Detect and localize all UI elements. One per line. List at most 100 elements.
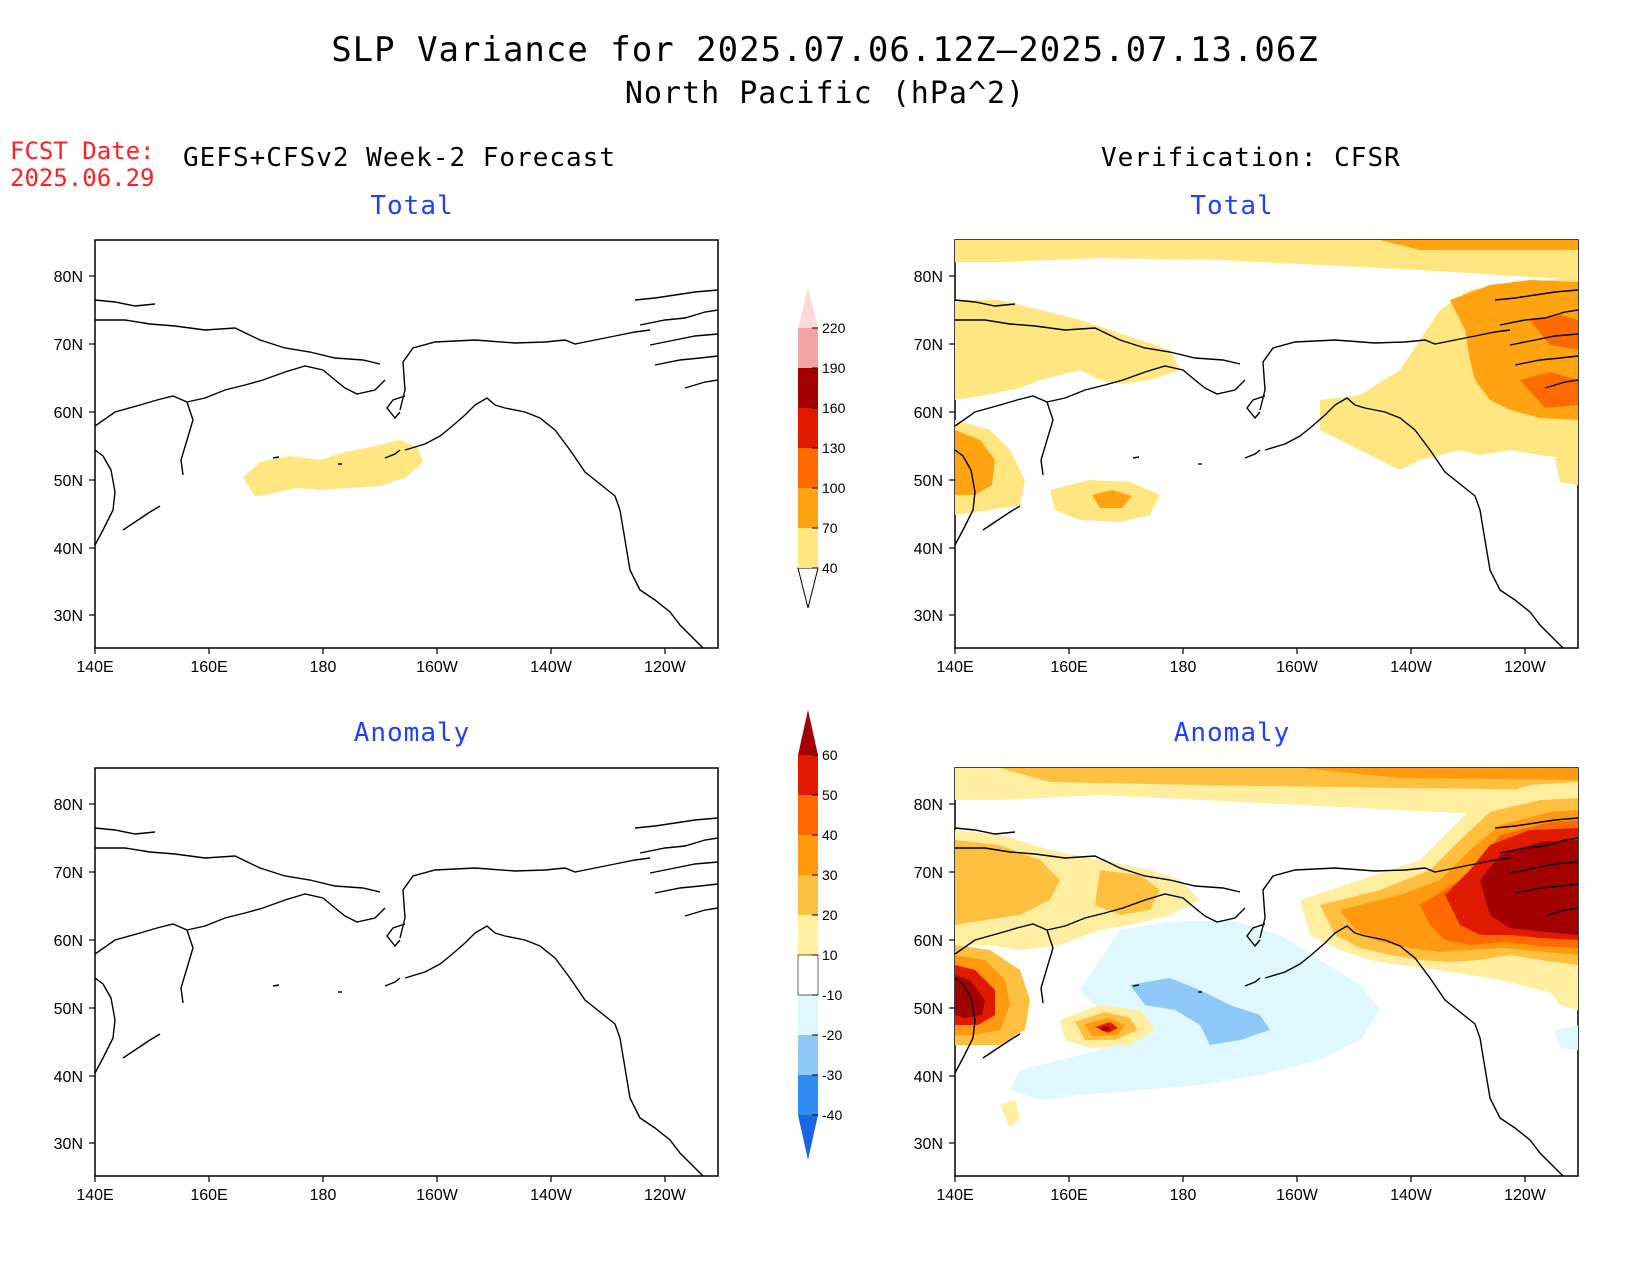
colorbar-upper-arrow (798, 710, 818, 755)
colorbar-label: 220 (822, 320, 846, 336)
lat-tick-label: 80N (914, 269, 943, 286)
colorbar-label: 30 (822, 867, 838, 883)
lat-tick-label: 50N (914, 1001, 943, 1018)
lon-tick-label: 180 (310, 1187, 337, 1204)
lon-tick-label: 120W (644, 1187, 687, 1204)
lon-tick-label: 140W (1390, 659, 1433, 676)
axes-layer: 80N 70N 60N 50N 40N 30N 140E 160E 180 160W 140W 120… (54, 269, 1547, 1204)
colorbar-segment (798, 915, 818, 955)
colorbar-segment (798, 488, 818, 528)
lon-tick-label: 160E (1050, 1187, 1087, 1204)
lon-tick-label: 180 (1170, 659, 1197, 676)
lat-tick-label: 80N (54, 269, 83, 286)
lon-tick-label: 180 (1170, 1187, 1197, 1204)
colorbar-lower-arrow (797, 567, 819, 609)
lat-tick-label: 80N (914, 797, 943, 814)
lat-tick-label: 70N (914, 337, 943, 354)
lat-tick-label: 50N (54, 1001, 83, 1018)
lat-tick-label: 40N (914, 541, 943, 558)
colorbar-label: 100 (822, 480, 846, 496)
lon-tick-label: 160E (1050, 659, 1087, 676)
lon-tick-label: 160W (1276, 1187, 1319, 1204)
colorbar-label: 130 (822, 440, 846, 456)
colorbar-label: 160 (822, 400, 846, 416)
colorbar-label: 190 (822, 360, 846, 376)
forecast-total-title: Total (370, 191, 454, 221)
lat-tick-label: 50N (914, 473, 943, 490)
lat-tick-label: 60N (914, 405, 943, 422)
forecast-total-contour-40 (243, 440, 423, 496)
colorbar-segment (798, 755, 818, 795)
lon-tick-label: 120W (1504, 659, 1547, 676)
colorbar-label: -40 (822, 1107, 842, 1123)
colorbar-label: 40 (822, 560, 838, 576)
colorbar-segment (798, 795, 818, 835)
verification-total-map (954, 239, 1579, 649)
lon-tick-label: 160E (190, 659, 227, 676)
forecast-total-map (94, 239, 719, 649)
colorbar-segment (798, 875, 818, 915)
lat-tick-label: 70N (54, 865, 83, 882)
lat-tick-label: 80N (54, 797, 83, 814)
lat-tick-label: 40N (54, 1069, 83, 1086)
colorbar-label: -30 (822, 1067, 842, 1083)
colorbar-segment (798, 408, 818, 448)
colorbar-segment (798, 368, 818, 408)
lat-tick-label: 60N (914, 933, 943, 950)
verification-total-title: Total (1190, 191, 1274, 221)
lon-tick-label: 160W (416, 1187, 459, 1204)
forecast-date-value: 2025.06.29 (10, 164, 155, 192)
lon-tick-label: 140W (530, 1187, 573, 1204)
lon-tick-label: 160E (190, 1187, 227, 1204)
forecast-date-block: FCST Date: 2025.06.29 (10, 138, 155, 192)
verification-column-title: Verification: CFSR (1101, 143, 1401, 173)
colorbar-label: -10 (822, 987, 842, 1003)
lon-tick-label: 140E (76, 659, 113, 676)
lon-tick-label: 140W (1390, 1187, 1433, 1204)
forecast-date-label: FCST Date: (10, 137, 155, 165)
lat-tick-label: 70N (54, 337, 83, 354)
colorbar-segment (798, 528, 818, 568)
colorbar-neutral-outline (797, 954, 819, 996)
verification-anomaly-title: Anomaly (1173, 718, 1291, 748)
lat-tick-label: 30N (914, 608, 943, 625)
colorbar-label: 10 (822, 947, 838, 963)
colorbar-segment (798, 835, 818, 875)
total-colorbar: 40 70 100 130 160 190 220 (797, 288, 846, 609)
anomaly-colorbar: -40 -30 -20 -10 10 20 30 40 50 60 (797, 710, 842, 1160)
lat-tick-label: 60N (54, 933, 83, 950)
lat-tick-label: 40N (54, 541, 83, 558)
colorbar-segment (798, 995, 818, 1035)
lon-tick-label: 180 (310, 659, 337, 676)
forecast-anomaly-map (94, 767, 719, 1177)
forecast-anomaly-title: Anomaly (353, 718, 471, 748)
verification-anomaly-map (954, 767, 1579, 1177)
colorbar-segment (798, 955, 818, 995)
lon-tick-label: 120W (1504, 1187, 1547, 1204)
colorbar-label: 70 (822, 520, 838, 536)
lat-tick-label: 60N (54, 405, 83, 422)
lat-tick-label: 70N (914, 865, 943, 882)
colorbar-segment (798, 448, 818, 488)
lat-tick-label: 30N (54, 1136, 83, 1153)
lat-tick-label: 40N (914, 1069, 943, 1086)
colorbar-segment (798, 1075, 818, 1115)
colorbar-upper-arrow (798, 288, 818, 328)
colorbar-label: 60 (822, 747, 838, 763)
lon-tick-label: 140W (530, 659, 573, 676)
lon-tick-label: 140E (936, 659, 973, 676)
colorbar-lower-arrow (798, 1115, 818, 1160)
lat-tick-label: 50N (54, 473, 83, 490)
colorbar-label: 40 (822, 827, 838, 843)
colorbar-segment (798, 1035, 818, 1075)
colorbar-label: 20 (822, 907, 838, 923)
lon-tick-label: 140E (936, 1187, 973, 1204)
lon-tick-label: 160W (416, 659, 459, 676)
colorbar-label: -20 (822, 1027, 842, 1043)
colorbar-label: 50 (822, 787, 838, 803)
lon-tick-label: 120W (644, 659, 687, 676)
colorbar-segment (798, 328, 818, 368)
lat-tick-label: 30N (914, 1136, 943, 1153)
lon-tick-label: 140E (76, 1187, 113, 1204)
